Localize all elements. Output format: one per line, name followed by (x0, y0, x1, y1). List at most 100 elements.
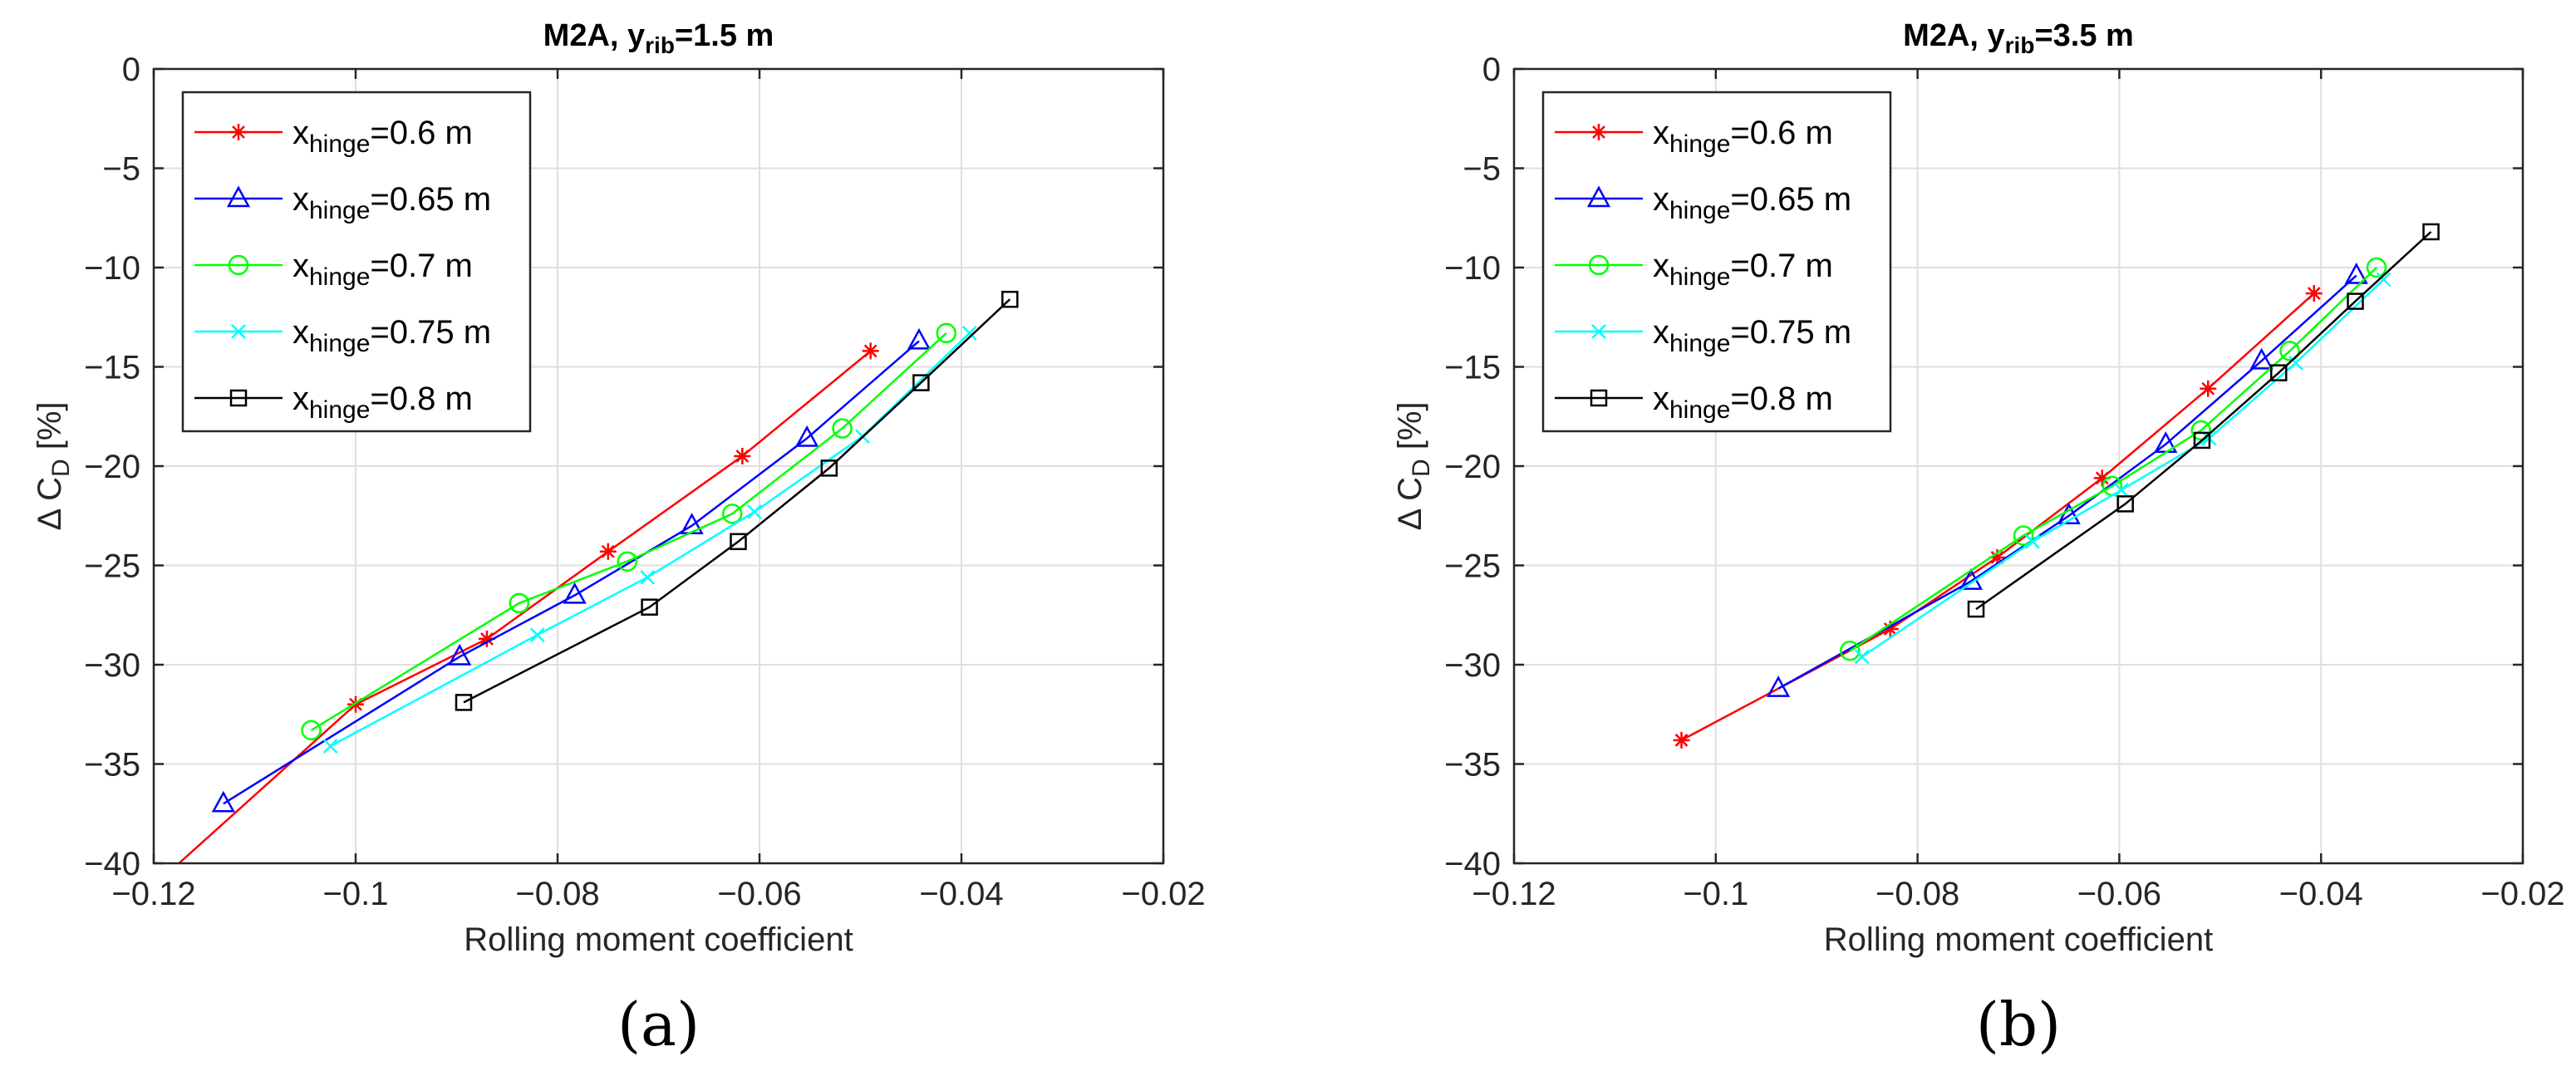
y-tick-label: −30 (84, 647, 140, 684)
legend-label: xhinge=0.6 m (293, 115, 473, 158)
data-point (1989, 548, 2006, 566)
series-group (178, 290, 1019, 863)
x-tick-label: −0.08 (515, 876, 599, 912)
x-tick-label: −0.12 (1472, 876, 1556, 912)
chart-title: M2A, yrib=1.5 m (543, 18, 774, 58)
data-point (301, 720, 322, 741)
series-line (178, 350, 872, 863)
y-tick-label: −40 (84, 846, 140, 882)
data-point (478, 630, 495, 647)
data-point (721, 504, 743, 524)
legend-marker (1590, 124, 1607, 140)
data-point (734, 448, 751, 465)
data-point (794, 425, 819, 447)
data-point (1840, 641, 1861, 661)
data-point (529, 627, 545, 643)
data-point (747, 504, 762, 519)
legend-box (181, 91, 532, 433)
y-tick-label: −5 (102, 151, 140, 188)
data-point (1001, 290, 1019, 308)
legend-entry: xhinge=0.65 m (194, 181, 491, 224)
legend-marker (1588, 254, 1610, 276)
data-point (211, 790, 235, 813)
data-point (509, 592, 530, 614)
series-line (1849, 267, 2377, 652)
data-point (862, 342, 879, 360)
data-point (640, 569, 656, 585)
legend-marker (1591, 324, 1606, 339)
y-tick-label: −10 (1444, 250, 1501, 287)
series-line (463, 298, 1011, 704)
panel-label: (a) (617, 990, 700, 1059)
legend-entry: xhinge=0.7 m (1555, 248, 1833, 291)
data-point (2347, 292, 2364, 310)
data-point (730, 533, 747, 551)
x-tick-label: −0.04 (919, 876, 1003, 912)
legend-entry: xhinge=0.8 m (1555, 381, 1833, 424)
panel-label: (b) (1976, 990, 2061, 1059)
data-point (1881, 620, 1899, 637)
data-point (1766, 676, 1791, 697)
legend-label: xhinge=0.8 m (1653, 381, 1833, 424)
legend-marker (228, 254, 249, 276)
y-tick-label: −25 (1444, 548, 1501, 585)
series-line (1777, 274, 2357, 690)
legend-label: xhinge=0.8 m (293, 381, 473, 424)
chart-title: M2A, yrib=3.5 m (1903, 18, 2134, 58)
y-tick-label: 0 (122, 52, 140, 88)
x-tick-label: −0.08 (1875, 876, 1959, 912)
legend-marker (229, 389, 248, 407)
x-tick-label: −0.1 (323, 876, 389, 912)
series-line (310, 332, 947, 731)
data-point (455, 694, 473, 711)
legend-marker (226, 185, 251, 208)
legend-box (1541, 91, 1892, 433)
chart-panel-a: −0.12 −0.1 −0.08 −0.06 −0.04 −0.02 0 −5 −10 −15 −2… (32, 18, 1206, 1059)
x-tick-label: −0.02 (2480, 876, 2564, 912)
data-point (907, 327, 932, 350)
legend-label: xhinge=0.65 m (1653, 181, 1851, 224)
y-tick-label: −35 (1444, 747, 1501, 784)
data-point (2305, 285, 2323, 302)
data-point (832, 418, 853, 439)
data-point (2344, 262, 2368, 284)
data-point (2366, 257, 2387, 278)
data-point (2190, 420, 2211, 441)
data-point (347, 695, 364, 713)
data-point (599, 543, 617, 560)
data-point (2249, 347, 2274, 370)
legend-entry: xhinge=0.75 m (1555, 314, 1851, 357)
data-point (2193, 431, 2211, 450)
series-group (1673, 223, 2440, 749)
data-point (1967, 600, 1985, 618)
x-tick-label: −0.06 (717, 876, 801, 912)
legend: xhinge=0.6 m xhinge=0.65 m xhinge=0.7 m xhi… (181, 91, 532, 433)
x-tick-label: −0.1 (1683, 876, 1748, 912)
y-tick-label: 0 (1482, 52, 1501, 88)
data-point (2025, 533, 2040, 549)
data-point (448, 643, 472, 666)
data-point (563, 582, 587, 604)
y-tick-label: −20 (1444, 449, 1501, 485)
y-tick-label: −25 (84, 548, 140, 585)
data-point (936, 322, 957, 344)
x-axis-label: Rolling moment coefficient (464, 921, 853, 958)
legend-marker (230, 124, 247, 140)
legend-entry: xhinge=0.7 m (194, 248, 473, 291)
y-axis-label: Δ CD [%] (1392, 401, 1435, 530)
legend-label: xhinge=0.65 m (293, 181, 491, 224)
x-tick-label: −0.02 (1121, 876, 1205, 912)
legend-marker (1590, 389, 1608, 407)
data-point (2093, 469, 2111, 487)
legend: xhinge=0.6 m xhinge=0.65 m xhinge=0.7 m xhi… (1541, 91, 1892, 433)
x-axis-label: Rolling moment coefficient (1824, 921, 2213, 958)
data-point (2113, 482, 2129, 498)
y-axis-label: Δ CD [%] (32, 401, 75, 530)
data-point (2200, 380, 2217, 397)
legend-label: xhinge=0.7 m (1653, 248, 1833, 291)
data-point (2116, 495, 2134, 513)
legend-entry: xhinge=0.65 m (1555, 181, 1851, 224)
x-tick-label: −0.04 (2279, 876, 2363, 912)
legend-label: xhinge=0.7 m (293, 248, 473, 291)
y-tick-label: −20 (84, 449, 140, 485)
